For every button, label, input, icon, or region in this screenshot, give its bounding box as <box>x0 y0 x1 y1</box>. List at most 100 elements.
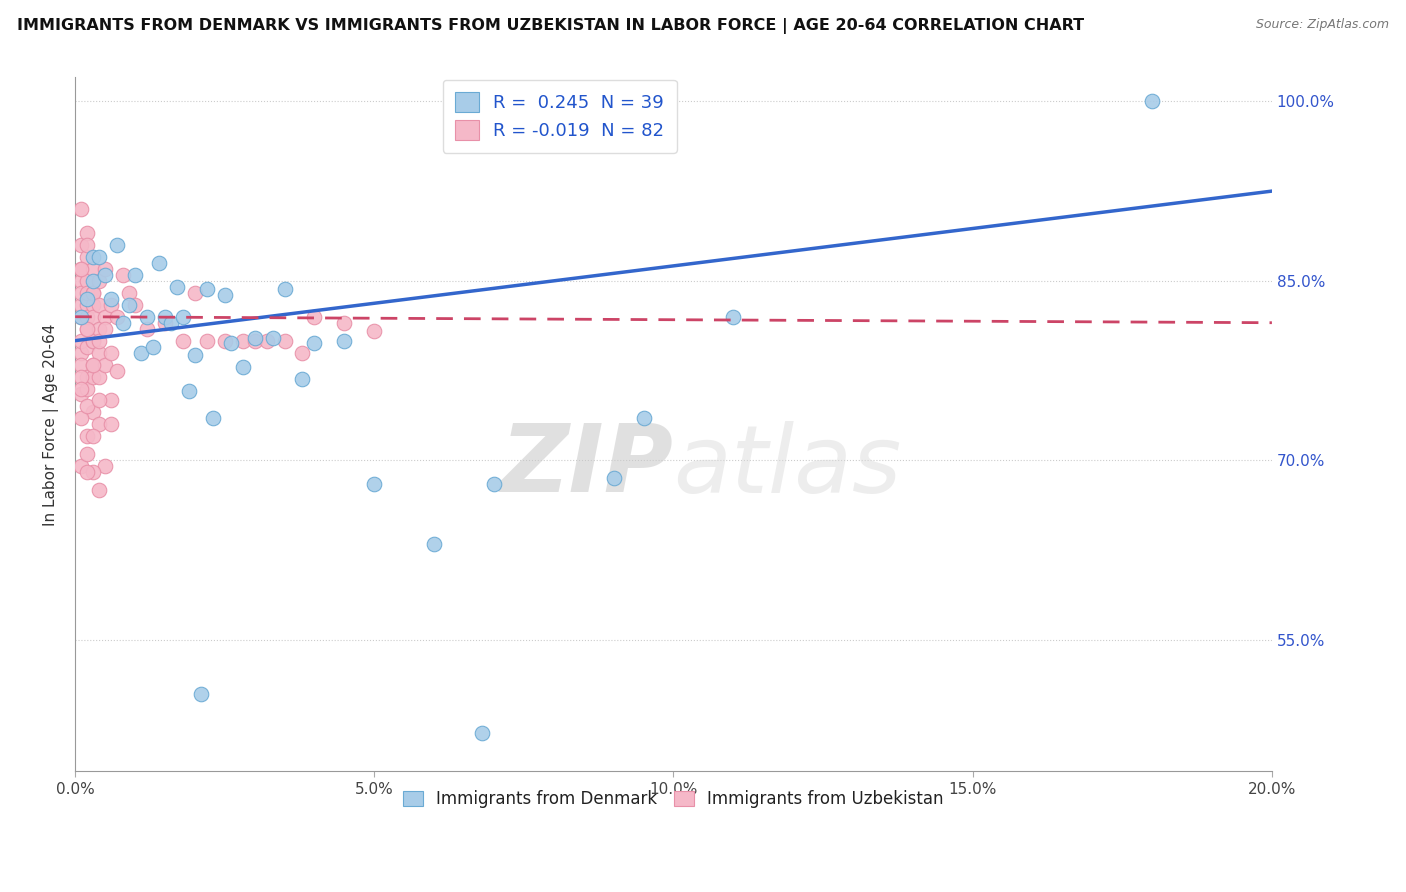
Point <box>471 726 494 740</box>
Point <box>256 334 278 348</box>
Point <box>100 292 122 306</box>
Point <box>100 345 122 359</box>
Point <box>363 324 385 338</box>
Point <box>118 285 141 300</box>
Point <box>76 250 98 264</box>
Point <box>87 334 110 348</box>
Point <box>160 316 183 330</box>
Point <box>87 345 110 359</box>
Point <box>100 298 122 312</box>
Point <box>76 274 98 288</box>
Point <box>82 298 104 312</box>
Point <box>633 411 655 425</box>
Text: atlas: atlas <box>673 420 901 511</box>
Point <box>76 429 98 443</box>
Point <box>243 334 266 348</box>
Point <box>184 285 207 300</box>
Point <box>100 393 122 408</box>
Point <box>76 400 98 414</box>
Point <box>129 345 152 359</box>
Point <box>76 340 98 354</box>
Legend: Immigrants from Denmark, Immigrants from Uzbekistan: Immigrants from Denmark, Immigrants from… <box>396 784 950 815</box>
Point <box>87 369 110 384</box>
Point <box>70 298 93 312</box>
Point <box>82 310 104 324</box>
Point <box>70 261 93 276</box>
Y-axis label: In Labor Force | Age 20-64: In Labor Force | Age 20-64 <box>44 323 59 525</box>
Point <box>291 372 314 386</box>
Point <box>70 387 93 401</box>
Point <box>87 483 110 498</box>
Point <box>482 477 505 491</box>
Point <box>70 202 93 216</box>
Point <box>82 334 104 348</box>
Point <box>214 334 236 348</box>
Point <box>70 310 93 324</box>
Point <box>195 282 218 296</box>
Point <box>111 268 134 282</box>
Point <box>135 321 157 335</box>
Point <box>153 316 176 330</box>
Point <box>177 384 200 398</box>
Point <box>124 298 146 312</box>
Point <box>153 310 176 324</box>
Point <box>232 334 254 348</box>
Point <box>76 310 98 324</box>
Point <box>87 321 110 335</box>
Point <box>291 345 314 359</box>
Point <box>70 261 93 276</box>
Point <box>105 238 128 252</box>
Point <box>82 405 104 419</box>
Point <box>142 340 165 354</box>
Point <box>82 334 104 348</box>
Point <box>76 447 98 461</box>
Point <box>214 288 236 302</box>
Point <box>70 310 93 324</box>
Point <box>70 274 93 288</box>
Point <box>70 411 93 425</box>
Point <box>105 310 128 324</box>
Point <box>333 316 356 330</box>
Point <box>87 274 110 288</box>
Point <box>333 334 356 348</box>
Point <box>423 537 446 551</box>
Point <box>111 316 134 330</box>
Point <box>82 250 104 264</box>
Text: Source: ZipAtlas.com: Source: ZipAtlas.com <box>1256 18 1389 31</box>
Text: ZIP: ZIP <box>501 420 673 512</box>
Point <box>82 369 104 384</box>
Point <box>82 285 104 300</box>
Point <box>94 358 117 372</box>
Point <box>273 334 295 348</box>
Point <box>124 268 146 282</box>
Point <box>201 411 224 425</box>
Point <box>94 321 117 335</box>
Point <box>166 280 188 294</box>
Point <box>70 238 93 252</box>
Point <box>76 321 98 335</box>
Point <box>135 310 157 324</box>
Point <box>70 369 93 384</box>
Point <box>70 459 93 474</box>
Point <box>195 334 218 348</box>
Point <box>76 382 98 396</box>
Point <box>273 282 295 296</box>
Point <box>76 226 98 240</box>
Text: IMMIGRANTS FROM DENMARK VS IMMIGRANTS FROM UZBEKISTAN IN LABOR FORCE | AGE 20-64: IMMIGRANTS FROM DENMARK VS IMMIGRANTS FR… <box>17 18 1084 34</box>
Point <box>82 261 104 276</box>
Point <box>82 429 104 443</box>
Point <box>82 285 104 300</box>
Point <box>70 382 93 396</box>
Point <box>100 417 122 432</box>
Point <box>76 238 98 252</box>
Point <box>70 345 93 359</box>
Point <box>82 358 104 372</box>
Point <box>82 465 104 479</box>
Point <box>1142 95 1164 109</box>
Point <box>94 268 117 282</box>
Point <box>70 358 93 372</box>
Point <box>723 310 745 324</box>
Point <box>219 336 242 351</box>
Point <box>94 310 117 324</box>
Point <box>304 336 326 351</box>
